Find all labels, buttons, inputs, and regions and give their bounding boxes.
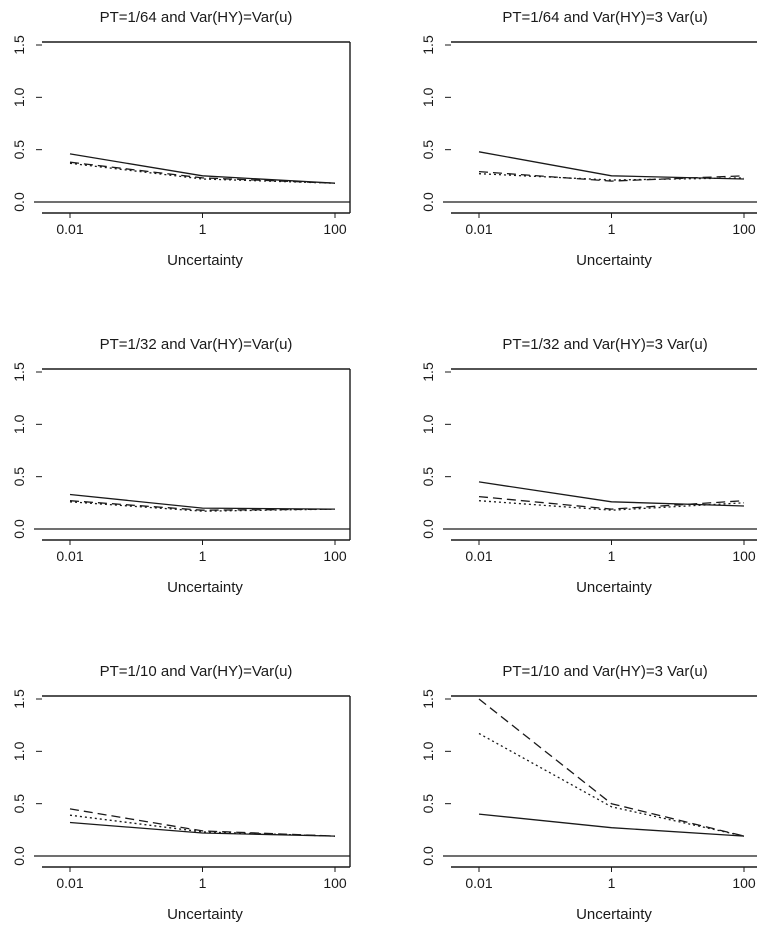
series-line-dotted	[69, 814, 336, 837]
series-line-solid	[478, 813, 745, 837]
y-tick-label: 1.0	[11, 741, 27, 761]
chart-panel-3: PT=1/32 and Var(HY)=Var(u) 0.0 0.5 1.0 1.5 0.…	[11, 336, 351, 596]
panel-title: PT=1/64 and Var(HY)=Var(u)	[100, 9, 293, 26]
y-tick-label: 0.0	[11, 192, 27, 212]
y-tick-label: 0.5	[420, 794, 436, 814]
x-axis-label: Uncertainty	[576, 579, 652, 596]
y-tick-label: 1.0	[11, 414, 27, 434]
series-line-dotted	[69, 501, 336, 512]
x-tick-label: 100	[732, 548, 756, 564]
y-tick-label: 1.0	[420, 87, 436, 107]
x-axis-label: Uncertainty	[167, 252, 243, 269]
x-tick-label: 0.01	[56, 221, 83, 237]
y-tick-label: 0.0	[420, 519, 436, 539]
series-line-solid	[478, 151, 745, 180]
x-tick-label: 1	[608, 221, 616, 237]
series-line-dotted	[69, 162, 336, 184]
chart-panel-4: PT=1/32 and Var(HY)=3 Var(u) 0.0 0.5 1.0 1.5…	[420, 336, 757, 596]
chart-panel-6: PT=1/10 and Var(HY)=3 Var(u) 0.0 0.5 1.0 1.5…	[420, 663, 757, 923]
series-line-solid	[69, 153, 336, 184]
series-line-dashed	[478, 170, 745, 182]
panel-title: PT=1/32 and Var(HY)=Var(u)	[100, 336, 293, 353]
panel-title: PT=1/10 and Var(HY)=3 Var(u)	[502, 663, 707, 680]
chart-panel-1: PT=1/64 and Var(HY)=Var(u) 0.0 0.5 1.0 1.5 0.…	[11, 9, 351, 269]
y-tick-label: 0.0	[420, 192, 436, 212]
x-tick-label: 100	[732, 875, 756, 891]
y-tick-label: 0.5	[11, 467, 27, 487]
x-tick-label: 1	[199, 875, 207, 891]
x-axis-label: Uncertainty	[167, 906, 243, 923]
x-tick-label: 100	[732, 221, 756, 237]
y-tick-label: 1.0	[11, 87, 27, 107]
x-tick-label: 0.01	[56, 875, 83, 891]
y-tick-label: 1.5	[11, 362, 27, 382]
series-line-dotted	[478, 732, 745, 837]
y-tick-label: 1.0	[420, 741, 436, 761]
y-tick-label: 0.0	[420, 846, 436, 866]
series-line-dashed	[478, 698, 745, 837]
x-tick-label: 0.01	[465, 221, 492, 237]
x-tick-label: 100	[323, 548, 347, 564]
y-tick-label: 0.5	[11, 794, 27, 814]
y-tick-label: 1.5	[420, 689, 436, 709]
y-tick-label: 1.0	[420, 414, 436, 434]
series-line-dotted	[478, 173, 745, 181]
panel-title: PT=1/10 and Var(HY)=Var(u)	[100, 663, 293, 680]
x-tick-label: 1	[199, 548, 207, 564]
x-tick-label: 1	[608, 548, 616, 564]
series-line-dotted	[478, 500, 745, 511]
y-tick-label: 1.5	[420, 35, 436, 55]
y-tick-label: 0.0	[11, 846, 27, 866]
y-tick-label: 0.5	[11, 140, 27, 160]
x-axis-label: Uncertainty	[576, 906, 652, 923]
series-line-solid	[478, 481, 745, 507]
chart-panel-5: PT=1/10 and Var(HY)=Var(u) 0.0 0.5 1.0 1.5 0.…	[11, 663, 351, 923]
x-tick-label: 0.01	[56, 548, 83, 564]
series-line-solid	[69, 493, 336, 510]
y-tick-label: 1.5	[420, 362, 436, 382]
x-tick-label: 0.01	[465, 875, 492, 891]
x-tick-label: 1	[199, 221, 207, 237]
series-line-dashed	[69, 808, 336, 837]
series-line-dashed	[69, 161, 336, 184]
chart-panel-2: PT=1/64 and Var(HY)=3 Var(u) 0.0 0.5 1.0 1.5…	[420, 9, 757, 269]
y-tick-label: 0.5	[420, 467, 436, 487]
y-tick-label: 1.5	[11, 35, 27, 55]
series-line-dashed	[478, 495, 745, 510]
y-tick-label: 0.5	[420, 140, 436, 160]
x-tick-label: 0.01	[465, 548, 492, 564]
x-tick-label: 100	[323, 221, 347, 237]
x-tick-label: 100	[323, 875, 347, 891]
x-tick-label: 1	[608, 875, 616, 891]
panel-title: PT=1/32 and Var(HY)=3 Var(u)	[502, 336, 707, 353]
x-axis-label: Uncertainty	[576, 252, 652, 269]
x-axis-label: Uncertainty	[167, 579, 243, 596]
y-tick-label: 1.5	[11, 689, 27, 709]
y-tick-label: 0.0	[11, 519, 27, 539]
series-line-dashed	[69, 500, 336, 511]
panel-title: PT=1/64 and Var(HY)=3 Var(u)	[502, 9, 707, 26]
